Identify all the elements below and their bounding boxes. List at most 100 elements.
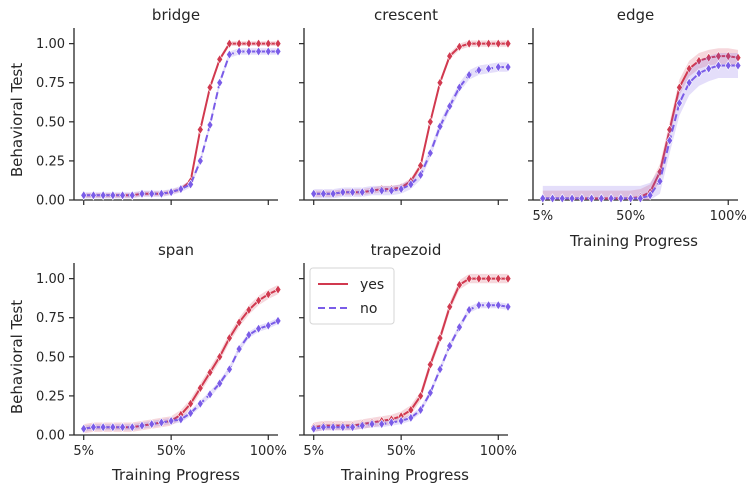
point-crescent-no-0 [310, 188, 318, 199]
point-span-yes-12 [196, 383, 204, 394]
point-bridge-no-20 [274, 46, 282, 57]
point-bridge-yes-12 [196, 124, 204, 135]
point-crescent-yes-12 [426, 116, 434, 127]
point-crescent-no-17 [475, 65, 483, 76]
point-edge-no-3 [568, 193, 576, 204]
point-bridge-no-19 [264, 46, 272, 57]
point-trapezoid-no-13 [436, 364, 444, 375]
point-span-no-17 [245, 329, 253, 340]
point-bridge-no-5 [128, 190, 136, 201]
panel-title-trapezoid: trapezoid [371, 241, 442, 259]
point-bridge-no-13 [206, 119, 214, 130]
point-crescent-no-6 [368, 185, 376, 196]
point-bridge-no-4 [119, 190, 126, 201]
point-trapezoid-no-16 [465, 304, 473, 315]
y-tick-label-bridge-4: 1.00 [36, 37, 65, 52]
point-trapezoid-yes-11 [417, 390, 424, 401]
point-bridge-no-7 [148, 188, 156, 199]
point-span-no-9 [167, 415, 175, 426]
point-crescent-no-7 [378, 185, 386, 196]
point-bridge-no-16 [235, 46, 243, 57]
y-tick-label-span-4: 1.00 [36, 272, 65, 287]
y-tick-label-bridge-1: 0.25 [36, 154, 65, 169]
point-bridge-yes-15 [226, 38, 233, 49]
y-tick-label-span-2: 0.50 [36, 350, 65, 365]
point-edge-no-2 [558, 193, 566, 204]
point-edge-no-18 [715, 60, 722, 71]
point-span-no-0 [80, 423, 88, 434]
y-tick-label-span-0: 0.00 [36, 429, 65, 444]
point-trapezoid-no-9 [397, 415, 405, 426]
x-tick-label-trapezoid-2: 100% [480, 444, 517, 459]
point-crescent-no-9 [397, 184, 405, 195]
point-span-no-16 [235, 343, 243, 355]
point-trapezoid-no-19 [494, 300, 502, 311]
point-edge-yes-15 [685, 63, 693, 74]
x-tick-label-edge-2: 100% [710, 209, 747, 224]
x-axis-label-edge: Training Progress [569, 232, 698, 250]
point-bridge-no-15 [226, 49, 233, 60]
point-span-no-19 [264, 320, 272, 331]
x-axis-label-span: Training Progress [111, 466, 240, 484]
point-bridge-no-10 [177, 184, 185, 195]
point-edge-no-7 [607, 193, 615, 204]
point-bridge-yes-14 [216, 54, 224, 65]
series-line-edge-no [542, 64, 738, 200]
band-bridge-yes [83, 41, 278, 198]
point-trapezoid-yes-15 [456, 279, 463, 290]
point-bridge-no-18 [255, 46, 262, 57]
point-edge-no-10 [637, 193, 644, 204]
point-edge-no-11 [646, 190, 654, 201]
point-span-no-3 [109, 422, 117, 433]
point-edge-no-17 [705, 63, 713, 74]
panel-title-edge: edge [617, 6, 655, 24]
point-crescent-yes-20 [504, 38, 512, 49]
point-span-no-5 [128, 422, 136, 433]
point-edge-no-20 [734, 60, 742, 71]
point-edge-no-14 [676, 98, 683, 109]
point-bridge-yes-13 [206, 82, 214, 93]
point-trapezoid-no-11 [417, 404, 424, 416]
point-edge-yes-13 [666, 124, 674, 135]
point-span-yes-15 [226, 333, 233, 344]
point-edge-no-1 [549, 193, 556, 204]
point-edge-no-13 [666, 135, 674, 146]
panel-title-bridge: bridge [152, 6, 200, 24]
point-trapezoid-no-15 [456, 322, 463, 333]
point-crescent-yes-18 [485, 38, 492, 49]
point-trapezoid-no-10 [407, 412, 415, 423]
point-span-no-1 [90, 422, 97, 433]
panels-layer: bridge 0.00 0.25 0.50 0.75 1.00 crescent edge 5%… [36, 6, 747, 459]
point-edge-no-12 [656, 176, 664, 187]
panel-edge: edge 5% 50% 100% [528, 6, 747, 224]
point-bridge-no-12 [196, 155, 204, 166]
point-crescent-no-11 [417, 169, 424, 181]
point-span-no-18 [255, 323, 262, 334]
x-tick-label-span-0: 5% [73, 444, 94, 459]
point-crescent-no-4 [349, 187, 356, 198]
point-crescent-no-3 [339, 187, 347, 198]
x-tick-label-span-1: 50% [157, 444, 186, 459]
point-trapezoid-no-4 [349, 422, 356, 433]
point-span-yes-14 [216, 351, 224, 362]
point-trapezoid-yes-20 [504, 273, 512, 284]
y-tick-label-bridge-3: 0.75 [36, 76, 65, 91]
point-edge-no-16 [695, 68, 703, 79]
point-crescent-no-12 [426, 148, 434, 159]
point-crescent-no-8 [388, 185, 395, 196]
point-edge-yes-14 [676, 82, 683, 93]
point-span-no-14 [216, 378, 224, 389]
point-bridge-no-14 [216, 77, 224, 88]
point-span-yes-19 [264, 289, 272, 300]
point-span-no-4 [119, 422, 126, 433]
point-span-no-2 [99, 422, 107, 433]
series-line-bridge-yes [83, 42, 278, 197]
point-span-no-11 [187, 408, 194, 419]
point-trapezoid-no-18 [485, 300, 492, 311]
point-trapezoid-no-5 [358, 420, 366, 431]
point-trapezoid-no-3 [339, 422, 347, 433]
panel-span: span 0.00 0.25 0.50 0.75 1.00 5% 50% 100% [36, 241, 287, 459]
point-bridge-no-6 [138, 188, 146, 199]
panel-title-crescent: crescent [374, 6, 438, 24]
